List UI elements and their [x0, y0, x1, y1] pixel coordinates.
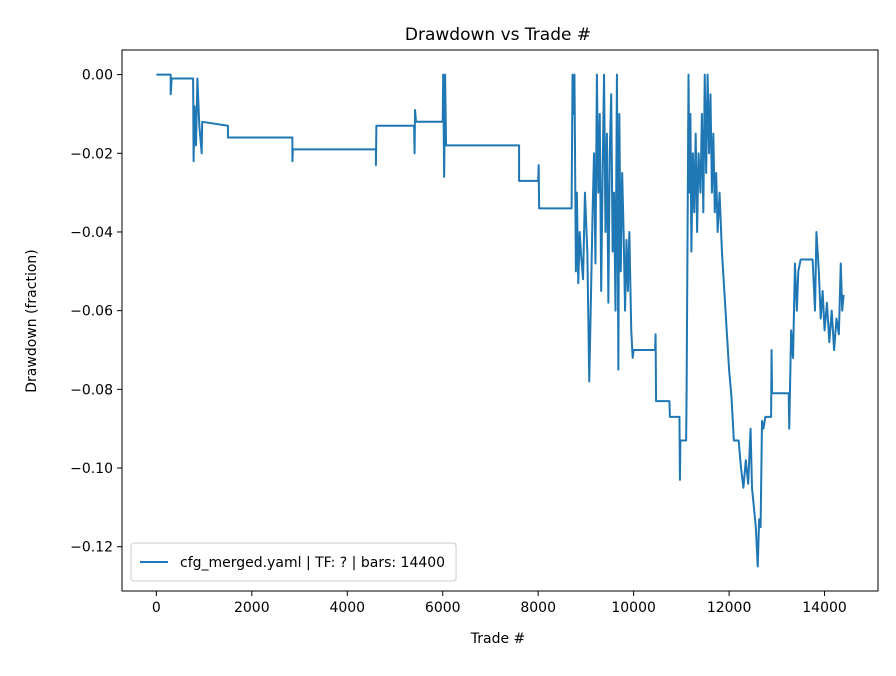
legend: cfg_merged.yaml | TF: ? | bars: 14400 — [130, 542, 457, 582]
plot-frame — [121, 49, 879, 592]
x-tick-label: 12000 — [707, 600, 752, 616]
y-tick-label: −0.02 — [70, 146, 113, 162]
y-axis-label: Drawdown (fraction) — [24, 249, 40, 393]
y-tick-label: −0.04 — [70, 225, 113, 241]
data-line — [156, 73, 845, 568]
x-tick-label: 2000 — [234, 600, 270, 616]
y-tick-label: −0.10 — [70, 461, 113, 477]
legend-label: cfg_merged.yaml | TF: ? | bars: 14400 — [180, 555, 445, 571]
legend-box — [130, 542, 457, 582]
y-tick-label: −0.12 — [70, 540, 113, 556]
x-tick-label: 8000 — [520, 600, 556, 616]
x-tick-label: 0 — [152, 600, 161, 616]
x-tick-label: 10000 — [611, 600, 656, 616]
x-axis-label: Trade # — [470, 631, 526, 647]
y-tick-label: −0.06 — [70, 304, 113, 320]
x-tick-label: 4000 — [329, 600, 365, 616]
y-tick-label: 0.00 — [82, 68, 113, 84]
x-tick-label: 14000 — [802, 600, 847, 616]
chart-title: Drawdown vs Trade # — [405, 25, 591, 45]
y-tick-label: −0.08 — [70, 382, 113, 398]
x-tick-label: 6000 — [425, 600, 461, 616]
